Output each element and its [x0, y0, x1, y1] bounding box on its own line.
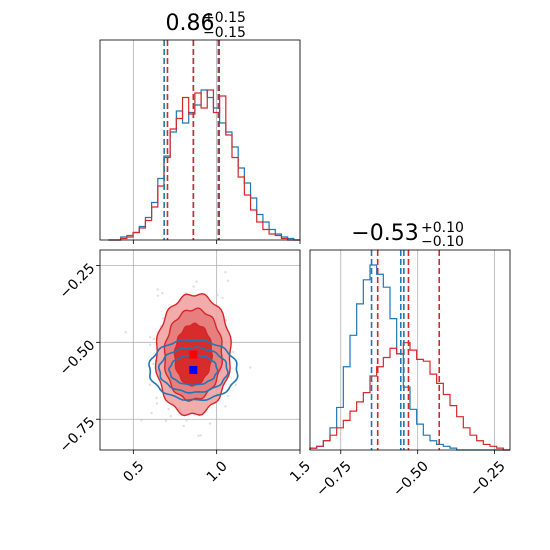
scatter-point: [199, 434, 202, 437]
scatter-point: [156, 294, 160, 297]
title-param-2-value: −0.53: [351, 221, 418, 246]
scatter-point: [152, 337, 155, 341]
scatter-point: [149, 336, 152, 339]
scatter-point: [234, 383, 237, 386]
tick-label-x-param-1: 1.5: [287, 458, 314, 485]
scatter-point: [164, 419, 168, 422]
tick-label-x-param-1: 1.0: [204, 458, 231, 485]
title-param-2-minus: −0.10: [421, 234, 464, 250]
scatter-point: [232, 350, 235, 354]
scatter-point: [185, 419, 188, 422]
scatter-point: [249, 366, 252, 369]
scatter-point: [195, 280, 198, 283]
tick-label-x-param-2: −0.25: [467, 458, 509, 500]
scatter-point: [150, 411, 153, 415]
tick-label-x-param-1: 0.5: [120, 458, 147, 485]
scatter-point: [149, 343, 152, 347]
panel-2d-param-1-vs-param-2: 0.5 1.0 1.5 −0.75 −0.50 −0.25: [57, 249, 314, 485]
frame-hist-param-2: [309, 249, 511, 451]
scatter-point: [161, 317, 165, 320]
title-param-1: 0.86: [166, 11, 215, 36]
scatter-point: [169, 414, 173, 418]
scatter-point: [161, 291, 164, 295]
hist-param-2-series-b: [309, 342, 510, 451]
scatter-point: [167, 407, 170, 411]
title-param-1-plus: +0.15: [203, 10, 246, 26]
title-param-1-minus: −0.15: [203, 25, 246, 41]
marker-series-b: [189, 350, 198, 359]
tick-label-x-param-2: −0.50: [390, 458, 432, 500]
contour-series-a-2: [168, 353, 219, 387]
panel-hist-param-2: −0.75 −0.50 −0.25: [309, 249, 511, 500]
frame-2d: [99, 249, 301, 451]
scatter-point: [224, 270, 227, 274]
scatter-point: [208, 422, 212, 425]
scatter-point: [197, 434, 200, 438]
scatter-point: [182, 424, 186, 428]
scatter-point: [226, 279, 230, 283]
scatter-point: [216, 293, 219, 296]
scatter-point: [140, 418, 143, 422]
contour-series-a-0: [148, 338, 239, 402]
scatter-point: [155, 402, 159, 405]
marker-series-a: [189, 366, 198, 374]
tick-label-y-param-2: −0.50: [57, 337, 99, 379]
scatter-point: [155, 396, 158, 400]
scatter-point: [124, 331, 127, 334]
title-param-1-value: 0.86: [166, 11, 215, 36]
scatter-point: [192, 285, 195, 288]
scatter-point: [224, 405, 227, 408]
tick-label-y-param-2: −0.75: [57, 414, 99, 456]
title-param-2-plus: +0.10: [421, 220, 464, 236]
scatter-point: [221, 296, 224, 300]
contour-series-a-1: [157, 346, 229, 394]
scatter-point: [226, 394, 230, 398]
scatter-point: [156, 288, 159, 291]
scatter-point: [148, 383, 152, 386]
scatter-point: [152, 362, 155, 366]
hist-param-1-series-b: [108, 89, 300, 241]
title-param-2: −0.53: [351, 221, 418, 246]
hist-param-2-series-a: [309, 264, 510, 451]
hist-param-1-series-a: [108, 89, 300, 241]
tick-label-y-param-2: −0.25: [57, 260, 99, 302]
tick-label-x-param-2: −0.75: [313, 458, 355, 500]
panel-hist-param-1: [99, 39, 301, 244]
frame-hist-param-1: [99, 39, 301, 241]
